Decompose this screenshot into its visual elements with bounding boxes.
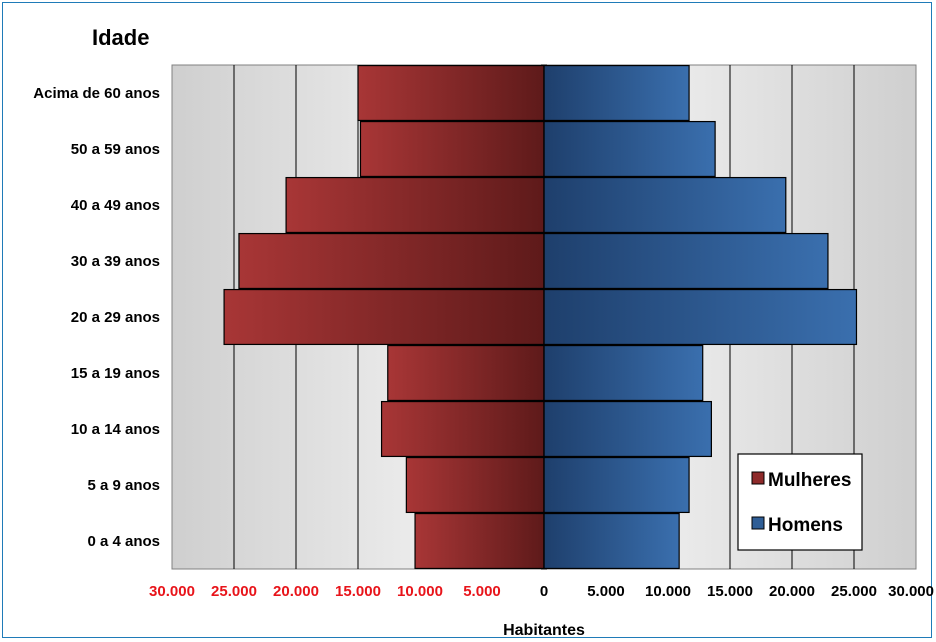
bar-mulheres-6 [380, 400, 545, 458]
legend-label-mulheres: Mulheres [768, 470, 851, 491]
category-labels: Acima de 60 anos 50 a 59 anos 40 a 49 anos… [33, 85, 160, 550]
bar-homens-4 [543, 288, 858, 346]
bar-homens-0 [543, 64, 690, 122]
legend: Mulheres Homens [737, 453, 863, 551]
category-label: 20 a 29 anos [71, 309, 160, 326]
x-tick-label: 30.000 [149, 583, 195, 600]
legend-swatch-mulheres [751, 471, 765, 485]
category-label: 5 a 9 anos [87, 477, 160, 494]
bar-homens-7 [543, 456, 690, 514]
x-tick-label: 15.000 [335, 583, 381, 600]
bar-mulheres-4 [223, 288, 545, 346]
bar-mulheres-5 [387, 344, 545, 402]
y-axis-title: Idade [92, 25, 149, 50]
category-label: 50 a 59 anos [71, 141, 160, 158]
x-tick-label: 0 [540, 583, 548, 600]
x-tick-label: 10.000 [397, 583, 443, 600]
x-axis-title: Habitantes [503, 622, 585, 639]
bar-homens-8 [543, 512, 680, 570]
bar-mulheres-2 [285, 176, 545, 234]
bar-mulheres-1 [359, 120, 545, 178]
bar-homens-6 [543, 400, 712, 458]
x-tick-label: 5.000 [587, 583, 625, 600]
legend-label-homens: Homens [768, 515, 843, 536]
x-tick-label: 20.000 [273, 583, 319, 600]
bar-homens-1 [543, 120, 716, 178]
x-tick-label: 30.000 [888, 583, 934, 600]
bar-homens-2 [543, 176, 787, 234]
bar-mulheres-7 [405, 456, 545, 514]
x-tick-label: 15.000 [707, 583, 753, 600]
x-tick-label: 25.000 [211, 583, 257, 600]
x-tick-label: 20.000 [769, 583, 815, 600]
x-tick-label: 25.000 [831, 583, 877, 600]
category-label: 40 a 49 anos [71, 197, 160, 214]
category-label: Acima de 60 anos [33, 85, 160, 102]
bar-mulheres-0 [357, 64, 545, 122]
x-tick-label: 10.000 [645, 583, 691, 600]
x-tick-label: 5.000 [463, 583, 501, 600]
bars [223, 64, 858, 570]
bar-homens-3 [543, 232, 829, 290]
bar-homens-5 [543, 344, 704, 402]
category-label: 15 a 19 anos [71, 365, 160, 382]
legend-swatch-homens [751, 516, 765, 530]
category-label: 10 a 14 anos [71, 421, 160, 438]
bar-mulheres-3 [238, 232, 545, 290]
bar-mulheres-8 [414, 512, 545, 570]
category-label: 30 a 39 anos [71, 253, 160, 270]
x-tick-labels: 30.000 25.000 20.000 15.000 10.000 5.000 0 5.00… [149, 583, 934, 600]
legend-box [737, 453, 863, 551]
category-label: 0 a 4 anos [87, 533, 160, 550]
